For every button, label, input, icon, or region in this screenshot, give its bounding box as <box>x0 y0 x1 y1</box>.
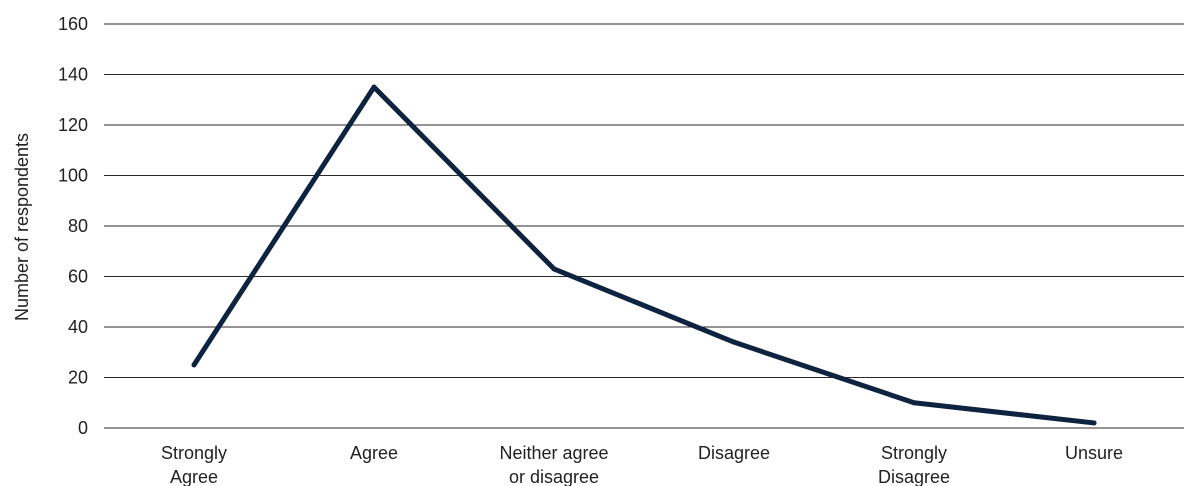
y-axis-title: Number of respondents <box>12 133 32 321</box>
x-tick-label-line: Unsure <box>1065 443 1123 463</box>
x-tick-label-line: Disagree <box>878 467 950 486</box>
x-tick-label-line: Agree <box>350 443 398 463</box>
x-tick-label: Disagree <box>698 443 770 463</box>
data-point <box>1091 420 1097 426</box>
y-tick-label: 100 <box>58 166 88 186</box>
y-tick-label: 20 <box>68 368 88 388</box>
y-tick-label: 160 <box>58 14 88 34</box>
y-axis-ticks: 0 20 40 60 80 100 120 140 160 <box>58 14 88 438</box>
y-tick-label: 40 <box>68 317 88 337</box>
data-point <box>731 339 737 345</box>
data-point <box>371 84 377 90</box>
gridlines <box>104 23 1184 429</box>
y-tick-label: 80 <box>68 216 88 236</box>
data-point <box>911 400 917 406</box>
y-tick-label: 140 <box>58 65 88 85</box>
x-tick-label: Strongly Agree <box>161 443 227 486</box>
x-tick-label-line: Neither agree <box>499 443 608 463</box>
series-line-0 <box>191 84 1097 426</box>
data-point <box>551 266 557 272</box>
data-point <box>191 362 197 368</box>
x-tick-label: Neither agree or disagree <box>499 443 608 486</box>
series-layer <box>191 84 1097 426</box>
x-tick-label-line: Strongly <box>881 443 947 463</box>
x-tick-label: Unsure <box>1065 443 1123 463</box>
x-tick-label-line: Agree <box>170 467 218 486</box>
y-tick-label: 120 <box>58 115 88 135</box>
x-tick-label: Agree <box>350 443 398 463</box>
x-tick-label: Strongly Disagree <box>878 443 950 486</box>
x-tick-label-line: Disagree <box>698 443 770 463</box>
y-tick-label: 0 <box>78 418 88 438</box>
y-tick-label: 60 <box>68 267 88 287</box>
x-tick-label-line: Strongly <box>161 443 227 463</box>
x-tick-label-line: or disagree <box>509 467 599 486</box>
x-axis-ticks: Strongly Agree Agree Neither agree or disagr… <box>161 443 1123 486</box>
